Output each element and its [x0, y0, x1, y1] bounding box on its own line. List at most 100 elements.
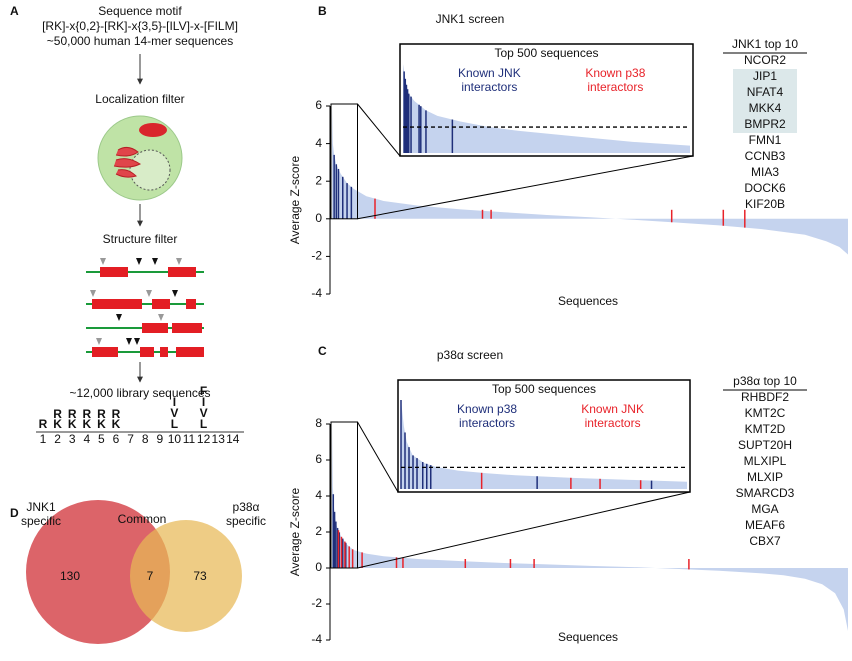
top10-highlight — [733, 85, 797, 101]
y-tick-label: 4 — [315, 136, 322, 150]
zoom-line — [357, 421, 399, 493]
top10-item: BMPR2 — [744, 117, 786, 131]
logo-position: 12 — [197, 432, 211, 446]
zoom-line — [357, 103, 401, 157]
logo-letter: V — [200, 406, 208, 420]
logo-position: 8 — [142, 432, 149, 446]
venn-circle — [130, 520, 242, 632]
top10-item: MKK4 — [749, 101, 782, 115]
y-tick-label: 0 — [315, 560, 322, 574]
logo-letter: R — [68, 407, 77, 421]
logo-position: 10 — [168, 432, 182, 446]
structure-diagram — [86, 258, 204, 357]
logo-letter: I — [173, 395, 176, 409]
logo-position: 5 — [98, 432, 105, 446]
x-axis-label: Sequences — [558, 630, 618, 644]
logo-letter: K — [112, 417, 121, 431]
inset-area — [403, 64, 690, 153]
logo-position: 1 — [40, 432, 47, 446]
logo-letter: I — [202, 395, 205, 409]
inset-title: Top 500 sequences — [494, 46, 598, 60]
top10-item: RHBDF2 — [741, 390, 789, 404]
logo-letter: K — [53, 417, 62, 431]
logo-letter: R — [112, 407, 121, 421]
logo-position: 11 — [183, 432, 196, 446]
top10-item: NFAT4 — [747, 85, 784, 99]
logo-letter: R — [97, 407, 106, 421]
top10-item: KMT2D — [745, 422, 786, 436]
legend-entry: Known JNK interactors — [581, 402, 644, 430]
legend-entry: Known JNK interactors — [458, 66, 521, 94]
top10-highlight — [733, 117, 797, 133]
y-tick-label: 0 — [315, 211, 322, 225]
venn-circle — [26, 500, 170, 644]
inset-title: Top 500 sequences — [492, 382, 596, 396]
top10-item: KIF20B — [745, 197, 785, 211]
step-label: ~12,000 library sequences — [69, 386, 210, 400]
logo-letter: L — [171, 417, 178, 431]
panel-label: A — [10, 4, 19, 18]
panel-label: C — [318, 344, 327, 358]
top10-item: SUPT20H — [738, 438, 792, 452]
top10-item: MGA — [751, 502, 778, 516]
top10-item: MLXIP — [747, 470, 783, 484]
y-tick-label: 6 — [315, 452, 322, 466]
top10-item: CBX7 — [749, 534, 781, 548]
step-label: Localization filter — [95, 92, 184, 106]
y-tick-label: -4 — [311, 632, 322, 646]
venn-count: 130 — [60, 569, 80, 583]
top10-item: MIA3 — [751, 165, 779, 179]
panel-label: B — [318, 4, 327, 18]
y-tick-label: -2 — [311, 249, 322, 263]
y-tick-label: 4 — [315, 488, 322, 502]
top10-item: KMT2C — [745, 406, 786, 420]
legend-entry: Known p38 interactors — [457, 402, 518, 430]
logo-position: 7 — [127, 432, 134, 446]
venn-label: Common — [118, 512, 167, 526]
chart-title: p38α screen — [437, 348, 503, 362]
zoom-line — [357, 491, 691, 569]
logo-letter: L — [200, 417, 207, 431]
panel-d: D 130 7 73 Common — [10, 500, 242, 644]
y-axis-label: Average Z-score — [288, 155, 302, 244]
step-label: Structure filter — [103, 232, 178, 246]
venn-label: JNK1 specific — [20, 500, 61, 528]
logo-position: 3 — [69, 432, 76, 446]
logo-position: 4 — [83, 432, 90, 446]
logo-position: 9 — [156, 432, 163, 446]
mitochondrion — [139, 123, 167, 137]
logo-letter: K — [82, 417, 91, 431]
panel-a: A Sequence motif [RK]-x{0,2}-[RK]-x{3,5}… — [10, 4, 244, 433]
top10-item: DOCK6 — [744, 181, 786, 195]
top10-highlight — [733, 69, 797, 85]
y-tick-label: 2 — [315, 173, 322, 187]
y-tick-label: 2 — [315, 524, 322, 538]
z-score-area — [332, 106, 848, 255]
x-axis-label: Sequences — [558, 294, 618, 308]
top10-title: p38α top 10 — [733, 374, 797, 388]
logo-position: 13 — [212, 432, 226, 446]
nucleus — [129, 149, 171, 191]
top10-item: JIP1 — [753, 69, 777, 83]
er — [113, 146, 141, 178]
panel-label: D — [10, 506, 19, 520]
venn-count: 73 — [193, 569, 207, 583]
motif-source: ~50,000 human 14-mer sequences — [47, 34, 233, 48]
top10-item: FMN1 — [749, 133, 782, 147]
motif: [RK]-x{0,2}-[RK]-x{3,5}-[ILV]-x-[FILM] — [42, 19, 238, 33]
zoom-box — [330, 103, 358, 220]
zoom-line — [357, 155, 694, 220]
logo-letter: K — [97, 417, 106, 431]
logo-position: 6 — [113, 432, 120, 446]
inset-area — [401, 400, 687, 489]
top10-highlight — [733, 101, 797, 117]
logo-letter: F — [200, 384, 207, 398]
top10-item: NCOR2 — [744, 53, 786, 67]
logo-position: 14 — [226, 432, 240, 446]
logo-position: 2 — [54, 432, 61, 446]
logo-letter: R — [39, 417, 48, 431]
top10-item: MLXIPL — [744, 454, 787, 468]
y-axis-label: Average Z-score — [288, 487, 302, 576]
